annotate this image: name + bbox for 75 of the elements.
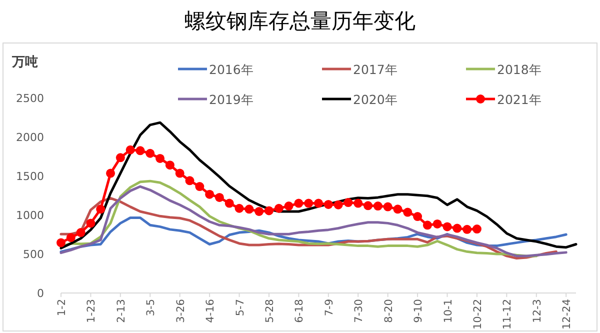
point <box>156 154 165 163</box>
point <box>452 224 462 233</box>
point <box>334 200 343 210</box>
title: 螺纹钢库存总量历年变化 <box>184 9 416 33</box>
x-tick-label: 2-13 <box>115 299 128 323</box>
legend-label: 2016年 <box>209 62 254 77</box>
y-tick-label: 500 <box>23 248 44 261</box>
point <box>254 206 264 216</box>
x-tick-label: 6-18 <box>294 299 306 323</box>
x-tick-label: 3-26 <box>174 298 187 323</box>
y-tick-label: 0 <box>37 287 44 300</box>
legend-label: 2017年 <box>353 62 398 77</box>
point <box>264 206 274 216</box>
x-tick-label: 9-10 <box>412 299 425 323</box>
point <box>146 148 155 158</box>
point <box>304 198 314 208</box>
point <box>185 176 194 186</box>
point <box>126 145 135 154</box>
point <box>472 224 482 234</box>
point <box>244 204 254 214</box>
point <box>364 201 373 210</box>
x-tick-label: 5-28 <box>264 299 276 323</box>
x-tick-label: 1-23 <box>86 299 98 323</box>
legend-label: 2019年 <box>209 92 254 107</box>
y-tick-label: 1500 <box>16 170 44 183</box>
point <box>195 182 204 192</box>
ylabel: 万吨 <box>12 55 38 70</box>
point <box>294 198 304 208</box>
point <box>393 204 402 214</box>
point <box>383 202 392 212</box>
x-tick-label: 7-9 <box>323 299 336 316</box>
point <box>462 224 472 234</box>
point <box>165 160 174 170</box>
x-tick-label: 12-24 <box>561 298 574 330</box>
point <box>442 222 452 232</box>
point <box>214 192 224 202</box>
x-tick-label: 10-22 <box>472 299 484 330</box>
point <box>86 218 96 228</box>
point <box>76 228 86 238</box>
legend-label: 2018年 <box>497 62 542 77</box>
y-tick-label: 2000 <box>16 131 44 144</box>
point <box>413 212 422 222</box>
point <box>224 198 234 208</box>
x-tick-label: 3-5 <box>145 299 158 316</box>
point <box>234 204 244 213</box>
y-tick-label: 2500 <box>16 92 44 105</box>
x-tick-label: 12-3 <box>531 299 544 323</box>
x-tick-label: 10-1 <box>442 299 454 323</box>
legend-label: 2020年 <box>353 92 398 107</box>
point <box>136 146 145 156</box>
point <box>96 204 106 214</box>
point <box>422 220 432 230</box>
x-tick-label: 7-30 <box>353 299 366 323</box>
x-tick-label: 4-16 <box>204 298 217 323</box>
point <box>56 238 66 248</box>
x-tick-label: 8-20 <box>382 299 395 323</box>
point <box>373 202 382 211</box>
point <box>274 204 284 213</box>
point <box>324 200 333 209</box>
point <box>205 190 214 199</box>
point <box>344 198 353 208</box>
point <box>403 208 412 217</box>
x-tick-label: 1-2 <box>56 299 68 316</box>
point <box>284 202 294 211</box>
point <box>66 233 76 242</box>
legend-label: 2021年 <box>497 92 542 107</box>
x-tick-label: 5-7 <box>234 299 246 316</box>
point <box>354 198 363 208</box>
point <box>116 153 125 162</box>
point <box>175 168 184 178</box>
y-tick-label: 1000 <box>16 209 44 222</box>
point <box>106 168 116 178</box>
point <box>314 198 323 208</box>
x-tick-label: 11-12 <box>502 299 514 330</box>
point <box>432 219 442 228</box>
